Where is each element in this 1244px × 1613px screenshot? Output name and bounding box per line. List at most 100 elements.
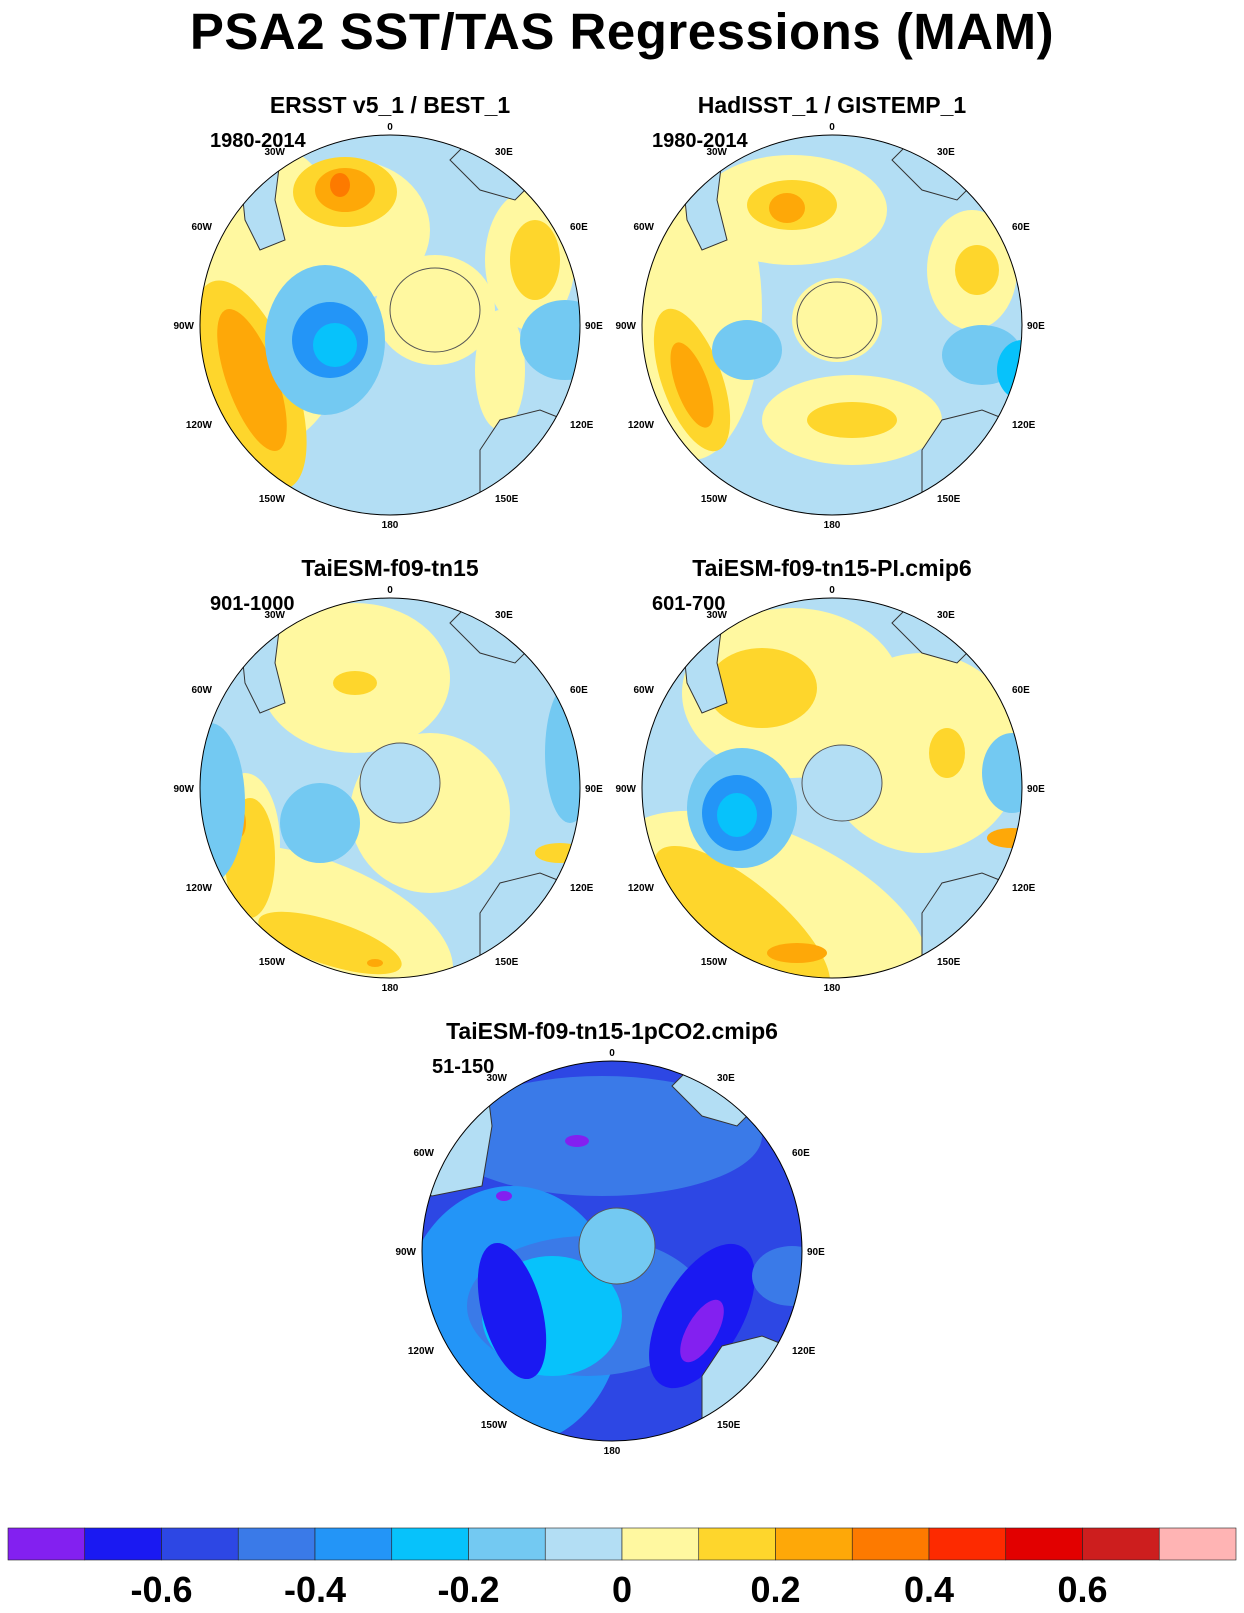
lon-label: 30E — [937, 147, 955, 158]
colorbar-box — [1005, 1527, 1083, 1561]
colorbar: -0.6 -0.4 -0.2 0 0.2 0.4 0.6 — [7, 1527, 1237, 1610]
lon-label: 30E — [495, 147, 513, 158]
lon-label: 30E — [495, 610, 513, 621]
lon-label: 60E — [792, 1148, 810, 1159]
lon-label: 60W — [191, 685, 212, 696]
colorbar-box — [237, 1527, 316, 1561]
lon-label: 120W — [628, 883, 655, 894]
panel-title: TaiESM-f09-tn15 — [301, 555, 479, 581]
lon-label: 120E — [1012, 883, 1036, 894]
colorbar-box — [775, 1527, 853, 1561]
lon-label: 60W — [191, 222, 212, 233]
lon-label: 0 — [829, 585, 835, 596]
colorbar-box — [314, 1527, 393, 1561]
colorbar-box — [621, 1527, 700, 1561]
lon-label: 150E — [495, 494, 519, 505]
lon-label: 60W — [633, 685, 654, 696]
lon-label: 30W — [264, 147, 285, 158]
map-panel-hadisst: HadISST_1 / GISTEMP_1 1980-2014 0 — [615, 92, 1045, 532]
colorbar-label: -0.4 — [284, 1569, 346, 1610]
lon-label: 30E — [717, 1073, 735, 1084]
colorbar-label: -0.2 — [437, 1569, 499, 1610]
lon-label: 90E — [807, 1247, 825, 1258]
lon-label: 60E — [1012, 222, 1030, 233]
lon-label: 180 — [382, 983, 399, 994]
lon-label: 60W — [633, 222, 654, 233]
lon-label: 0 — [609, 1048, 615, 1059]
lon-label: 120W — [186, 883, 213, 894]
lon-label: 120W — [628, 420, 655, 431]
lon-label: 150W — [481, 1420, 508, 1431]
lon-label: 150W — [259, 494, 286, 505]
colorbar-label: 0.6 — [1057, 1569, 1107, 1610]
polar-map: 0 30E 60E 90E 120E 150E 180 150W 120W 90… — [615, 122, 1045, 531]
colorbar-label: -0.6 — [130, 1569, 192, 1610]
panel-title: HadISST_1 / GISTEMP_1 — [697, 92, 967, 118]
lon-label: 120E — [792, 1346, 816, 1357]
lon-label: 120W — [186, 420, 213, 431]
lon-label: 120E — [570, 420, 594, 431]
lon-label: 0 — [387, 585, 393, 596]
lon-label: 30W — [706, 147, 727, 158]
lon-label: 90E — [585, 784, 603, 795]
colorbar-box — [851, 1527, 930, 1561]
map-panel-taiesm-1pco2: TaiESM-f09-tn15-1pCO2.cmip6 51-150 0 30E… — [395, 1018, 825, 1458]
lon-label: 60E — [570, 685, 588, 696]
lon-label: 150W — [701, 957, 728, 968]
panel-title: TaiESM-f09-tn15-PI.cmip6 — [692, 555, 972, 581]
lon-label: 180 — [382, 520, 399, 531]
panel-period: 901-1000 — [210, 593, 295, 615]
lon-label: 150E — [717, 1420, 741, 1431]
colorbar-box — [468, 1527, 546, 1561]
lon-label: 60E — [1012, 685, 1030, 696]
lon-label: 90W — [615, 784, 636, 795]
lon-label: 90W — [173, 321, 194, 332]
colorbar-box — [698, 1527, 776, 1561]
lon-label: 30W — [264, 610, 285, 621]
map-panel-taiesm-pi: TaiESM-f09-tn15-PI.cmip6 601-700 0 30E 6… — [615, 555, 1045, 995]
lon-label: 120E — [1012, 420, 1036, 431]
lon-label: 180 — [824, 520, 841, 531]
polar-map: 0 30E 60E 90E 120E 150E 180 150W 120W 90… — [173, 585, 603, 994]
colorbar-svg: -0.6 -0.4 -0.2 0 0.2 0.4 0.6 — [7, 1527, 1237, 1610]
colorbar-box — [1082, 1527, 1160, 1561]
map-panel-taiesm: TaiESM-f09-tn15 901-1000 0 30E 60E — [173, 555, 603, 995]
colorbar-label: 0.4 — [904, 1569, 954, 1610]
lon-label: 150W — [701, 494, 728, 505]
polar-map: 0 30E 60E 90E 120E 150E 180 150W 120W 90… — [615, 585, 1045, 994]
lon-label: 150E — [937, 957, 961, 968]
lon-label: 90W — [173, 784, 194, 795]
panel-title: ERSST v5_1 / BEST_1 — [269, 92, 511, 118]
lon-label: 120E — [570, 883, 594, 894]
lon-label: 0 — [829, 122, 835, 133]
lon-label: 150E — [495, 957, 519, 968]
lon-label: 180 — [604, 1446, 621, 1457]
lon-label: 30W — [486, 1073, 507, 1084]
panel-title: TaiESM-f09-tn15-1pCO2.cmip6 — [446, 1018, 778, 1044]
polar-map: 0 30E 60E 90E 120E 150E 180 150W 120W 90… — [173, 122, 603, 531]
lon-label: 30W — [706, 610, 727, 621]
lon-label: 30E — [937, 610, 955, 621]
lon-label: 150W — [259, 957, 286, 968]
lon-label: 90W — [615, 321, 636, 332]
colorbar-box — [7, 1527, 86, 1561]
map-panel-ersst: ERSST v5_1 / BEST_1 1980-2014 0 — [173, 92, 603, 532]
colorbar-label: 0.2 — [750, 1569, 800, 1610]
panel-period: 51-150 — [432, 1056, 495, 1078]
colorbar-box — [84, 1527, 162, 1561]
panel-period: 1980-2014 — [210, 130, 306, 152]
polar-map: 0 30E 60E 90E 120E 150E 180 150W 120W 90… — [395, 1048, 825, 1457]
lon-label: 60W — [413, 1148, 434, 1159]
lon-label: 0 — [387, 122, 393, 133]
lon-label: 90E — [1027, 784, 1045, 795]
lon-label: 120W — [408, 1346, 435, 1357]
colorbar-box — [1158, 1527, 1237, 1561]
colorbar-box — [391, 1527, 469, 1561]
lon-label: 90W — [395, 1247, 416, 1258]
lon-label: 150E — [937, 494, 961, 505]
main-title: PSA2 SST/TAS Regressions (MAM) — [189, 3, 1055, 60]
colorbar-box — [928, 1527, 1007, 1561]
lon-label: 90E — [585, 321, 603, 332]
colorbar-box — [161, 1527, 239, 1561]
colorbar-label: 0 — [612, 1569, 632, 1610]
